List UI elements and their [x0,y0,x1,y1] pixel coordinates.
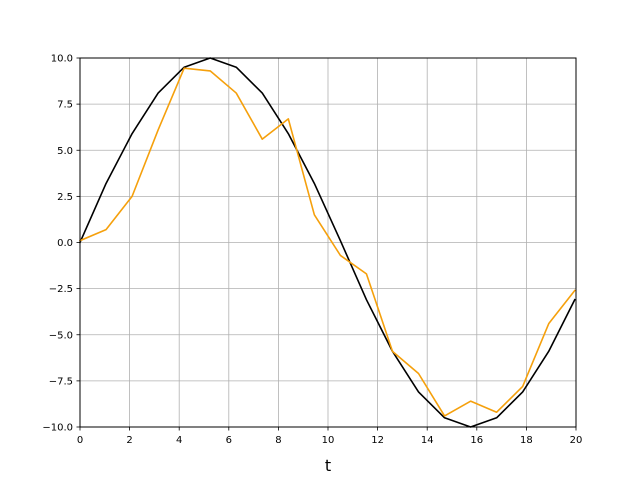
y-tick-label: 0.0 [57,238,73,249]
y-tick-label: −7.5 [49,376,73,387]
x-tick-label: 2 [126,435,132,446]
series-lines [78,57,576,428]
x-tick-label: 10 [322,435,335,446]
y-tick-label: −5.0 [49,330,73,341]
x-tick-label: 12 [371,435,384,446]
axis-ticks: 0 2 4 6 8 10 12 14 16 18 20 10.0 7.5 5.0 2.5 0.0 −2.5 −5.… [42,54,582,447]
y-tick-label: 10.0 [51,54,73,65]
y-tick-label: 5.0 [57,146,73,157]
x-tick-label: 16 [470,435,483,446]
series-line-1 [78,57,576,428]
series-line-2 [78,67,576,417]
x-tick-label: 6 [226,435,232,446]
y-tick-label: −10.0 [42,423,73,434]
x-tick-label: 4 [176,435,182,446]
x-axis-label: t [325,456,331,475]
y-tick-label: 7.5 [57,100,73,111]
x-tick-label: 18 [520,435,533,446]
x-tick-label: 14 [421,435,434,446]
x-tick-label: 0 [77,435,83,446]
x-tick-label: 8 [275,435,281,446]
y-tick-label: −2.5 [49,284,73,295]
x-tick-label: 20 [570,435,583,446]
y-tick-label: 2.5 [57,192,73,203]
